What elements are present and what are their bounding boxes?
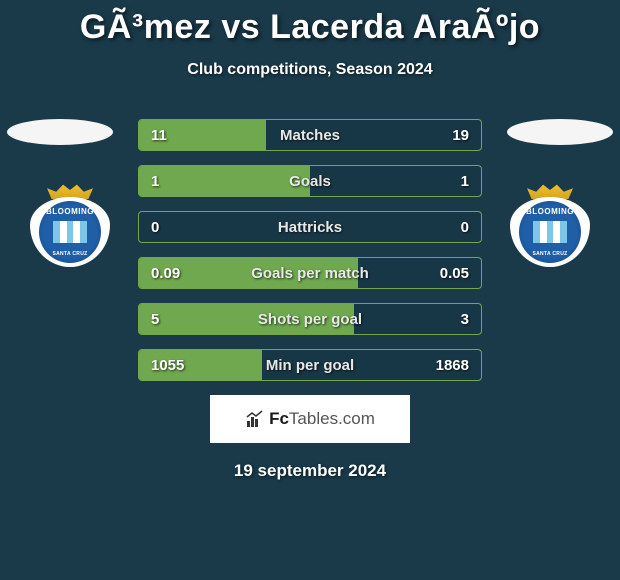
stat-label: Goals per match — [251, 265, 369, 282]
brand-prefix: Fc — [269, 409, 289, 428]
shield-icon: BLOOMING SANTA CRUZ — [510, 197, 590, 267]
crest-name-top: BLOOMING — [46, 207, 94, 216]
stat-value-right: 19 — [452, 127, 469, 144]
stat-value-right: 1868 — [436, 357, 469, 374]
stat-value-left: 0.09 — [151, 265, 180, 282]
stat-label: Goals — [289, 173, 331, 190]
player-avatar-left — [7, 119, 113, 145]
stat-value-left: 11 — [151, 127, 167, 144]
crest-name-bottom: SANTA CRUZ — [53, 251, 88, 257]
shield-icon: BLOOMING SANTA CRUZ — [30, 197, 110, 267]
stat-label: Hattricks — [278, 219, 342, 236]
stat-fill-bar — [139, 166, 310, 196]
brand-suffix: Tables.com — [289, 409, 375, 428]
stat-row: 11 Matches 19 — [138, 119, 482, 151]
brand-logo-icon — [245, 409, 265, 429]
stat-row: 0.09 Goals per match 0.05 — [138, 257, 482, 289]
club-crest-left: BLOOMING SANTA CRUZ — [20, 181, 120, 271]
stat-value-right: 0 — [461, 219, 469, 236]
page-subtitle: Club competitions, Season 2024 — [0, 61, 620, 79]
crest-name-bottom: SANTA CRUZ — [533, 251, 568, 257]
crest-name-top: BLOOMING — [526, 207, 574, 216]
stat-label: Shots per goal — [258, 311, 362, 328]
stat-label: Matches — [280, 127, 340, 144]
brand-text: FcTables.com — [269, 409, 375, 429]
stat-value-left: 1 — [151, 173, 159, 190]
stat-row: 5 Shots per goal 3 — [138, 303, 482, 335]
stat-value-left: 5 — [151, 311, 159, 328]
stat-row: 0 Hattricks 0 — [138, 211, 482, 243]
page-title: GÃ³mez vs Lacerda AraÃºjo — [0, 0, 620, 47]
snapshot-date: 19 september 2024 — [0, 461, 620, 481]
stat-row: 1 Goals 1 — [138, 165, 482, 197]
club-crest-right: BLOOMING SANTA CRUZ — [500, 181, 600, 271]
stat-value-right: 0.05 — [440, 265, 469, 282]
stats-table: 11 Matches 19 1 Goals 1 0 Hattricks 0 0.09 Goals p… — [138, 119, 482, 381]
stat-value-right: 1 — [461, 173, 469, 190]
stat-value-right: 3 — [461, 311, 469, 328]
stat-value-left: 1055 — [151, 357, 184, 374]
player-avatar-right — [507, 119, 613, 145]
brand-badge: FcTables.com — [210, 395, 410, 443]
stat-value-left: 0 — [151, 219, 159, 236]
comparison-content: BLOOMING SANTA CRUZ BLOOMING SANTA CRUZ … — [0, 119, 620, 481]
stat-row: 1055 Min per goal 1868 — [138, 349, 482, 381]
stat-label: Min per goal — [266, 357, 354, 374]
